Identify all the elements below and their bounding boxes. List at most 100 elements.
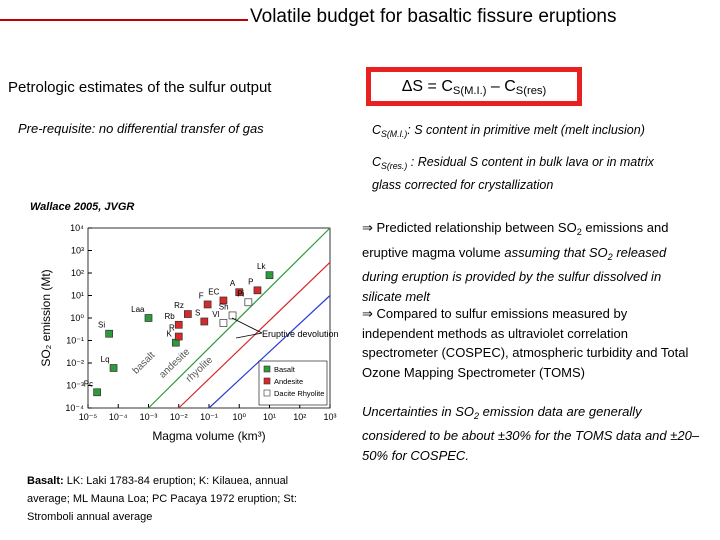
x-tick-label: 10³ xyxy=(323,412,336,422)
bullet: ⇒ Predicted relationship between SO2 emi… xyxy=(362,218,702,306)
definition-text: : Residual S content in bulk lava or in … xyxy=(372,155,654,192)
y-tick-label: 10⁻⁴ xyxy=(65,403,84,413)
data-point xyxy=(174,320,183,329)
caption-label: Basalt: xyxy=(27,475,64,487)
y-tick-label: 10⁻³ xyxy=(66,381,84,391)
annotation: Eruptive devolution xyxy=(262,329,339,339)
figure-caption: Basalt: LK: Laki 1783-84 eruption; K: Ki… xyxy=(27,472,317,526)
legend-swatch xyxy=(263,389,271,397)
note-text: Uncertainties in SO xyxy=(362,404,474,419)
subscript: 2 xyxy=(607,251,613,262)
legend-label: Andesite xyxy=(274,377,303,386)
definition-text: : S content in primitive melt (melt incl… xyxy=(407,123,645,137)
data-point xyxy=(219,296,228,305)
x-tick-label: 10⁰ xyxy=(232,412,246,422)
point-label: Si xyxy=(98,321,105,330)
y-tick-label: 10⁰ xyxy=(70,313,84,323)
point-label: S xyxy=(195,308,200,317)
legend-swatch xyxy=(263,377,271,385)
data-point xyxy=(265,271,274,280)
symbol: C xyxy=(372,123,382,137)
line-label: rhyolite xyxy=(184,354,215,384)
point-label: R xyxy=(169,324,175,333)
y-tick-label: 10⁻¹ xyxy=(66,336,84,346)
source: Wallace 2005, JVGR xyxy=(30,201,135,213)
point-label: Laa xyxy=(131,305,145,314)
definition: CS(M.I.): S content in primitive melt (m… xyxy=(372,123,702,139)
point-label: Rz xyxy=(174,301,184,310)
point-label: Lk xyxy=(257,262,266,271)
point-label: K xyxy=(166,330,172,339)
legend-label: Basalt xyxy=(274,365,296,374)
uncertainty-note: Uncertainties in SO2 emission data are g… xyxy=(362,402,702,466)
data-point xyxy=(144,314,153,322)
formula-box: ΔS = CS(M.I.) – CS(res) xyxy=(366,67,582,106)
bullet-text: emissions and eruptive magma volume xyxy=(362,220,669,260)
symbol-subscript: S(M.I.) xyxy=(381,129,408,139)
x-tick-label: 10⁻⁴ xyxy=(109,412,128,422)
slide-title: Volatile budget for basaltic fissure eru… xyxy=(250,6,617,27)
data-point xyxy=(184,310,192,318)
annotation-arrow xyxy=(235,332,263,339)
line-label: basalt xyxy=(131,350,158,377)
subscript: 2 xyxy=(576,227,582,237)
y-tick-label: 10¹ xyxy=(71,291,84,301)
bullet: ⇒ Compared to sulfur emissions measured … xyxy=(362,304,702,382)
bullet-text: ⇒ Compared to sulfur emissions measured … xyxy=(362,306,689,380)
trend-line xyxy=(178,261,331,409)
point-label: Sh xyxy=(219,302,229,311)
point-label: Pi xyxy=(237,289,244,298)
point-label: Vl xyxy=(212,310,219,319)
title-rule xyxy=(0,19,248,21)
point-label: Pc xyxy=(84,379,93,388)
y-tick-label: 10³ xyxy=(71,246,84,256)
x-tick-label: 10⁻³ xyxy=(140,412,158,422)
x-tick-label: 10⁻⁵ xyxy=(79,412,98,422)
data-point xyxy=(93,388,101,397)
data-point xyxy=(174,332,183,341)
data-point xyxy=(253,286,262,295)
trend-line xyxy=(208,295,331,409)
y-tick-label: 10² xyxy=(71,268,84,278)
data-point xyxy=(105,329,113,338)
symbol-subscript: S(res.) xyxy=(381,161,408,171)
formula-text: ΔS = C xyxy=(401,78,453,95)
legend-box xyxy=(258,360,328,406)
point-label: Rb xyxy=(165,312,176,321)
x-tick-label: 10¹ xyxy=(263,412,276,422)
formula-subscript: S(M.I.) xyxy=(452,85,487,97)
data-point xyxy=(109,364,118,372)
point-label: P xyxy=(248,277,253,286)
data-point xyxy=(219,319,228,327)
legend-swatch xyxy=(263,365,271,373)
data-point xyxy=(203,300,212,309)
data-point xyxy=(228,311,237,320)
formula-text: – C xyxy=(486,78,516,95)
data-point xyxy=(235,288,244,297)
y-tick-label: 10⁻² xyxy=(66,358,84,368)
subscript: 2 xyxy=(474,411,480,421)
prerequisite: Pre-requisite: no differential transfer … xyxy=(18,121,264,136)
point-label: A xyxy=(230,279,236,288)
note-text: emission data are generally considered t… xyxy=(362,404,700,463)
point-label: F xyxy=(199,291,204,300)
caption-text: LK: Laki 1783-84 eruption; K: Kilauea, a… xyxy=(27,475,297,523)
x-tick-label: 10⁻¹ xyxy=(200,412,218,422)
bullet-text: assuming that SO xyxy=(504,244,608,260)
x-tick-label: 10² xyxy=(293,412,306,422)
data-point xyxy=(200,317,209,326)
y-tick-label: 10⁴ xyxy=(70,223,84,233)
definition: CS(res.) : Residual S content in bulk la… xyxy=(372,153,672,195)
bullet-text: ⇒ Predicted relationship between SO xyxy=(362,220,577,235)
x-tick-label: 10⁻² xyxy=(170,412,188,422)
bullet-text: released during eruption is provided by … xyxy=(362,244,667,304)
x-axis-title: Magma volume (km³) xyxy=(152,429,265,443)
trend-line xyxy=(148,227,331,409)
formula-subscript: S(res) xyxy=(515,85,547,97)
left-heading: Petrologic estimates of the sulfur outpu… xyxy=(8,79,272,96)
y-axis-title: SO₂ emission (Mt) xyxy=(39,269,53,366)
legend-label: Dacite Rhyolite xyxy=(274,389,324,398)
data-point xyxy=(244,298,253,307)
